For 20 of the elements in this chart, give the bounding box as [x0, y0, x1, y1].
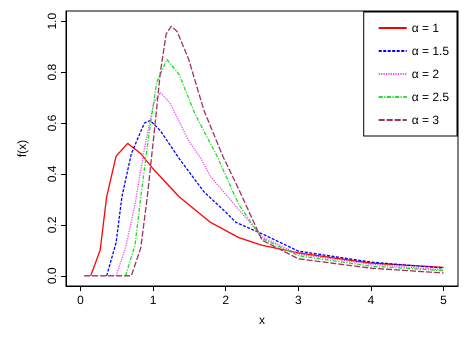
y-tick-label: 0.6 — [45, 114, 59, 132]
y-tick-label: 1.0 — [45, 12, 59, 30]
legend-label: α = 1.5 — [412, 44, 450, 58]
legend-label: α = 1 — [412, 21, 440, 35]
line-series — [90, 142, 444, 276]
x-tick-label: 1 — [150, 293, 157, 307]
x-tick-label: 4 — [368, 293, 375, 307]
y-tick-label: 0.2 — [45, 216, 59, 234]
legend-label: α = 2.5 — [412, 90, 450, 104]
legend-label: α = 2 — [412, 67, 440, 81]
y-tick-label: 0.0 — [45, 267, 59, 284]
x-tick-label: 3 — [294, 293, 302, 307]
legend-label: α = 3 — [412, 113, 440, 127]
x-tick-label: 0 — [77, 293, 84, 307]
y-tick-label: 0.8 — [45, 63, 59, 80]
y-tick-label: 0.4 — [45, 165, 59, 182]
y-axis-title: f(x) — [15, 140, 29, 158]
x-axis-title: x — [259, 313, 265, 327]
x-tick-label: 2 — [222, 293, 230, 307]
x-tick-label: 5 — [440, 293, 448, 307]
